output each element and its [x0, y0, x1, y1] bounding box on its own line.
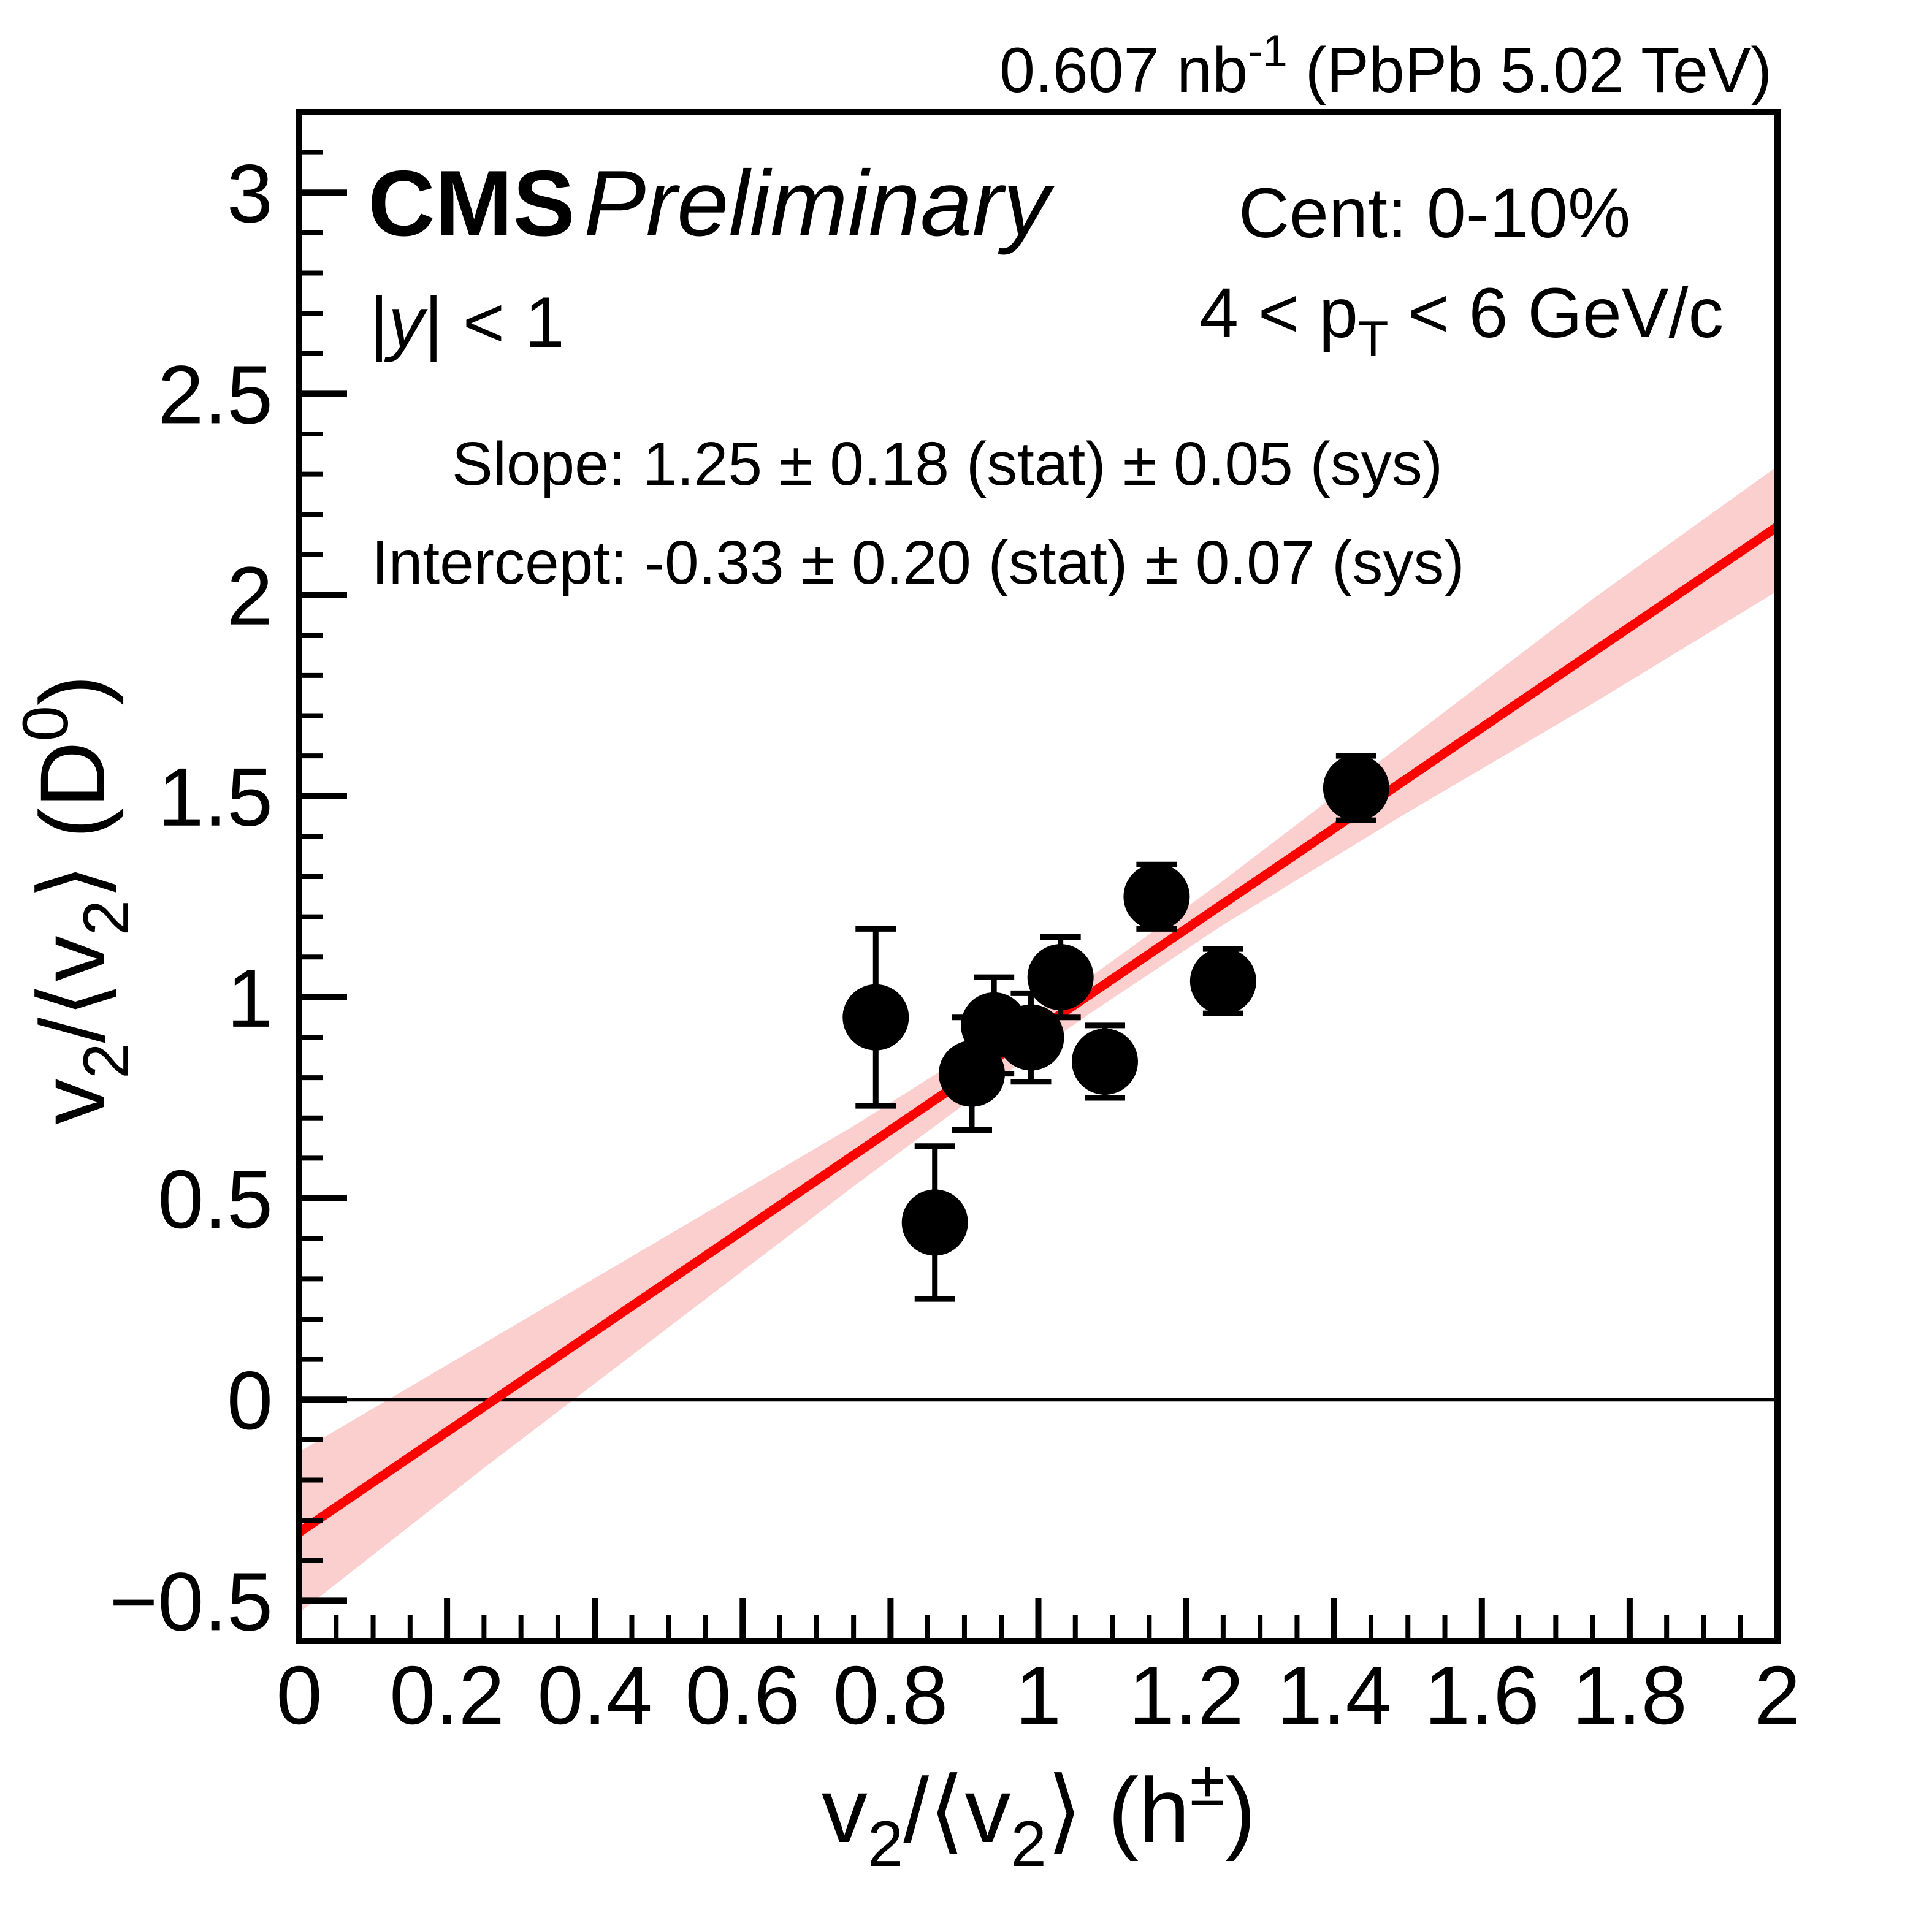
data-point [842, 926, 909, 1109]
data-point [901, 1143, 968, 1302]
x-tick-label: 1.4 [1277, 1649, 1392, 1741]
y-tick-label: 1.5 [158, 751, 273, 843]
y-tick-label: −0.5 [109, 1555, 273, 1648]
x-tick-label: 1 [1015, 1649, 1061, 1741]
x-tick-label: 1.2 [1129, 1649, 1244, 1741]
preliminary-label: Preliminary [584, 151, 1055, 256]
x-tick-label: 0.4 [537, 1649, 652, 1741]
x-tick-label: 0.8 [833, 1649, 949, 1741]
data-point [1123, 861, 1190, 932]
centrality-label: Cent: 0-10% [1239, 174, 1630, 253]
data-point [1189, 946, 1256, 1016]
data-point [1071, 1022, 1138, 1101]
x-tick-label: 0 [276, 1649, 322, 1741]
luminosity-label: 0.607 nb-1 (PbPb 5.02 TeV) [999, 26, 1772, 106]
data-point [998, 990, 1064, 1085]
slope-label: Slope: 1.25 ± 0.18 (stat) ± 0.05 (sys) [452, 430, 1443, 498]
data-point [1027, 934, 1094, 1021]
y-axis-title: v2/⟨v2⟩ (D0) [10, 675, 142, 1125]
x-tick-label: 2 [1754, 1649, 1800, 1741]
y-axis-ticks [299, 150, 347, 1604]
x-tick-label: 0.2 [389, 1649, 505, 1741]
cms-label: CMS [368, 151, 575, 256]
x-tick-label: 1.6 [1424, 1649, 1540, 1741]
x-axis-tick-labels: 0 0.2 0.4 0.6 0.8 1 1.2 1.4 1.6 1.8 2 [276, 1649, 1800, 1741]
x-tick-label: 1.8 [1572, 1649, 1687, 1741]
x-axis-title: v2/⟨v2⟩ (h±) [822, 1748, 1256, 1880]
data-point [1323, 753, 1389, 823]
x-axis-ticks [296, 1598, 1781, 1641]
rapidity-label: |y| < 1 [370, 282, 565, 362]
y-tick-label: 3 [227, 147, 273, 240]
pt-range-label: 4 < pT < 6 GeV/c [1199, 274, 1724, 367]
intercept-label: Intercept: -0.33 ± 0.20 (stat) ± 0.07 (s… [372, 528, 1465, 597]
y-tick-label: 2 [227, 550, 273, 642]
x-tick-label: 0.6 [685, 1649, 800, 1741]
y-tick-label: 1 [227, 952, 273, 1045]
y-tick-label: 0 [227, 1354, 273, 1447]
y-tick-label: 0.5 [158, 1153, 273, 1246]
y-tick-label: 2.5 [158, 348, 273, 441]
y-axis-tick-labels: −0.5 0 0.5 1 1.5 2 2.5 3 [109, 147, 273, 1648]
data-points [842, 753, 1389, 1302]
